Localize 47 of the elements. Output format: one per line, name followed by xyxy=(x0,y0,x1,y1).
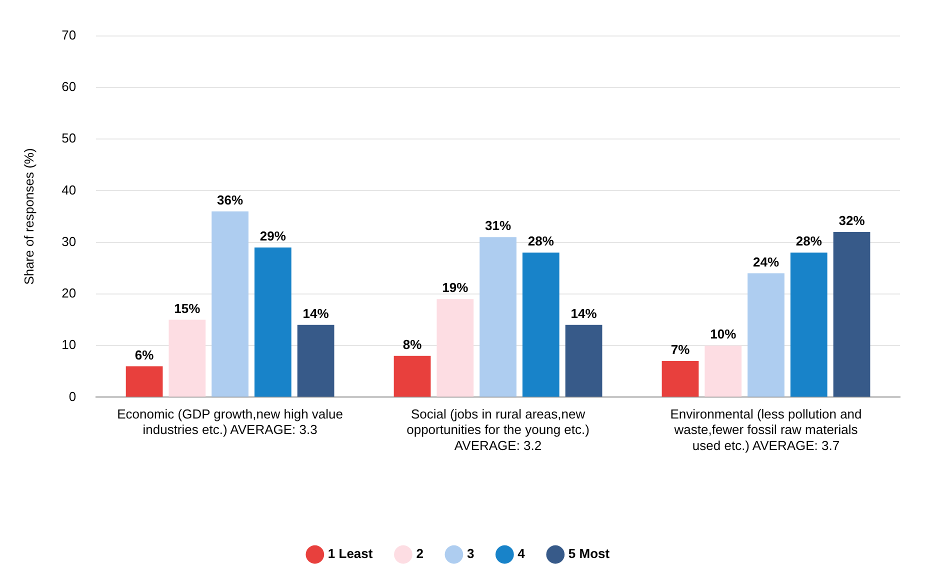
y-axis-title: Share of responses (%) xyxy=(21,148,36,285)
data-label: 32% xyxy=(838,213,866,228)
legend-label: 5 Most xyxy=(568,546,610,562)
bar xyxy=(704,346,742,397)
data-label: 28% xyxy=(796,234,822,249)
legend-label: 4 xyxy=(518,546,526,562)
bar xyxy=(297,324,334,397)
bar xyxy=(168,320,206,397)
x-tick-label: Environmental (less pollution and waste,fewer fossil raw materials used etc.) AVERAGE: 3.7 xyxy=(670,406,862,453)
data-label: 24% xyxy=(752,254,780,270)
y-tick-label: 10 xyxy=(62,337,76,352)
bar xyxy=(790,252,828,397)
data-label: 15% xyxy=(174,300,201,316)
data-label: 10% xyxy=(710,326,737,342)
x-tick-label: Social (jobs in rural areas,new opportunities for the young etc.) AVERAGE: 3.2 xyxy=(406,406,590,453)
bar xyxy=(254,247,292,397)
data-label: 7% xyxy=(670,342,690,358)
data-label: 14% xyxy=(570,306,598,321)
bar xyxy=(748,273,784,397)
legend-label: 1 Least xyxy=(328,546,374,562)
bar xyxy=(394,356,431,397)
bar xyxy=(565,324,602,397)
data-label: 31% xyxy=(485,218,512,234)
data-label: 28% xyxy=(528,234,554,249)
bar xyxy=(126,366,163,397)
data-label: 6% xyxy=(134,347,154,362)
x-tick-label: Economic (GDP growth,new high value industries etc.) AVERAGE: 3.3 xyxy=(117,406,344,438)
y-tick-label: 20 xyxy=(62,286,76,301)
bar xyxy=(480,237,516,397)
bar xyxy=(833,232,870,397)
y-tick-label: 0 xyxy=(68,388,76,404)
legend-label: 2 xyxy=(416,546,424,562)
y-tick-label: 70 xyxy=(62,27,76,42)
data-label: 19% xyxy=(442,280,469,296)
bar xyxy=(436,299,474,397)
data-label: 8% xyxy=(402,336,422,352)
y-tick-label: 40 xyxy=(62,182,76,198)
bar xyxy=(522,252,560,397)
data-label: 29% xyxy=(260,228,286,244)
bar xyxy=(662,361,699,397)
y-tick-label: 50 xyxy=(62,130,76,146)
y-tick-label: 30 xyxy=(62,234,76,249)
legend-label: 3 xyxy=(466,546,474,562)
data-label: 14% xyxy=(302,306,330,321)
data-label: 36% xyxy=(217,192,244,208)
bar xyxy=(212,211,248,397)
y-tick-label: 60 xyxy=(62,79,76,94)
